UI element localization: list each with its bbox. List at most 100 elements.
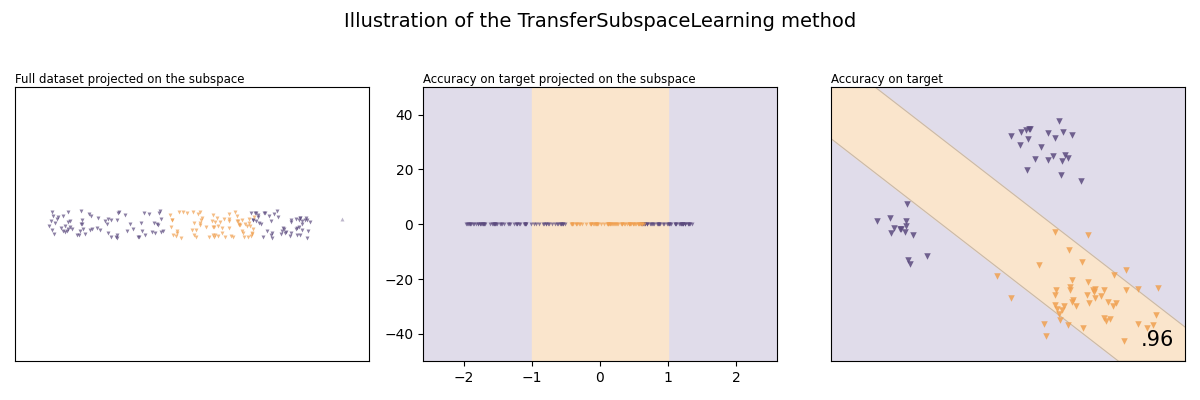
Point xyxy=(281,229,300,236)
Point xyxy=(82,212,101,219)
Point xyxy=(467,221,486,228)
Point xyxy=(95,217,114,224)
Point xyxy=(47,216,66,222)
Point xyxy=(204,212,223,218)
Point xyxy=(1116,266,1135,273)
Point xyxy=(649,221,668,228)
Point xyxy=(620,221,640,228)
Point xyxy=(230,222,250,228)
Point xyxy=(205,232,224,238)
Point xyxy=(239,216,258,222)
Point xyxy=(67,232,86,239)
Point xyxy=(240,220,259,226)
Point xyxy=(289,224,308,230)
Point xyxy=(524,221,544,228)
Point xyxy=(630,221,649,228)
Point xyxy=(1002,294,1021,301)
Point xyxy=(632,221,652,228)
Point xyxy=(516,221,535,228)
Point xyxy=(160,212,179,218)
Point xyxy=(508,221,527,228)
Point xyxy=(508,221,527,228)
Point xyxy=(494,221,514,228)
Point xyxy=(220,218,239,224)
Point xyxy=(566,221,586,228)
Point xyxy=(522,221,541,228)
Point xyxy=(281,232,300,239)
Point xyxy=(486,221,505,228)
Point xyxy=(1148,285,1168,291)
Point xyxy=(293,221,312,228)
Point xyxy=(151,208,170,214)
Point xyxy=(188,211,208,218)
Point xyxy=(246,210,265,216)
Point xyxy=(233,217,252,223)
Point xyxy=(476,221,496,228)
Point xyxy=(868,218,887,225)
Point xyxy=(1128,321,1147,328)
Point xyxy=(226,208,245,215)
Point xyxy=(606,221,625,228)
Point xyxy=(586,221,605,228)
Point xyxy=(1144,322,1163,328)
Point xyxy=(626,221,646,228)
Point xyxy=(209,233,228,239)
Point xyxy=(485,221,504,228)
Point xyxy=(120,221,139,227)
Point xyxy=(499,221,518,228)
Point xyxy=(470,221,490,228)
Point xyxy=(580,221,599,228)
Point xyxy=(257,228,276,234)
Point xyxy=(62,226,82,232)
Point xyxy=(115,212,134,218)
Point xyxy=(671,221,690,228)
Point xyxy=(1078,232,1097,238)
Point xyxy=(240,223,259,229)
Point xyxy=(73,226,92,232)
Point xyxy=(648,221,667,228)
Point xyxy=(671,221,690,228)
Point xyxy=(43,212,62,219)
Point xyxy=(576,221,595,228)
Point xyxy=(162,217,181,224)
Point xyxy=(228,218,247,224)
Point xyxy=(42,227,61,234)
Point xyxy=(151,229,170,235)
Point xyxy=(492,221,511,228)
Point xyxy=(73,220,92,227)
Point xyxy=(1050,118,1069,124)
Point xyxy=(644,221,664,228)
Point xyxy=(1117,287,1136,294)
Point xyxy=(208,223,227,230)
Point xyxy=(1045,134,1064,141)
Point xyxy=(630,221,649,228)
Point xyxy=(1063,297,1082,304)
Point xyxy=(268,208,287,214)
Point xyxy=(505,221,524,228)
Point xyxy=(599,221,618,228)
Point xyxy=(244,217,263,223)
Point xyxy=(238,234,257,240)
Point xyxy=(516,221,535,228)
Point xyxy=(242,230,262,237)
Point xyxy=(98,216,118,222)
Point xyxy=(612,221,631,228)
Point xyxy=(1097,318,1116,324)
Point xyxy=(1034,321,1054,327)
Point xyxy=(569,221,588,228)
Point xyxy=(680,221,700,228)
Point xyxy=(210,219,229,225)
Point xyxy=(654,221,673,228)
Point xyxy=(631,221,650,228)
Point xyxy=(622,221,641,228)
Point xyxy=(242,210,262,216)
Point xyxy=(233,228,252,234)
Point xyxy=(299,228,318,234)
Point xyxy=(107,233,126,240)
Point xyxy=(618,221,637,228)
Point xyxy=(40,223,59,230)
Point xyxy=(98,230,118,236)
Point xyxy=(515,221,534,228)
Point xyxy=(566,221,586,228)
Point xyxy=(481,221,500,228)
